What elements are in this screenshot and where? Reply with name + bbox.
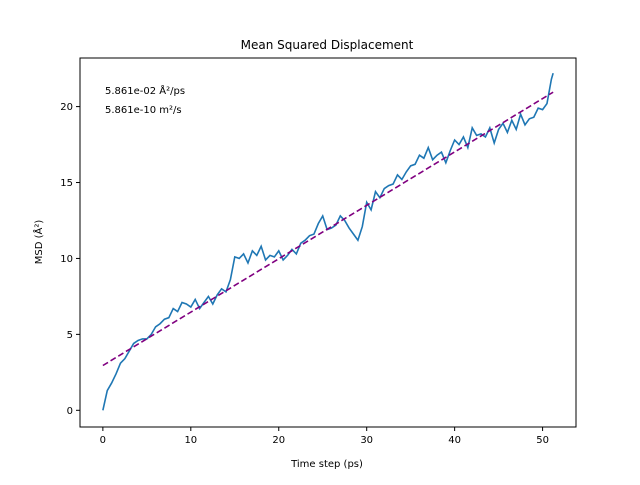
x-tick-label: 0 [100, 435, 106, 446]
y-axis-label: MSD (Å²) [32, 220, 45, 265]
y-tick-label: 20 [60, 102, 73, 113]
linear-fit-line [102, 91, 554, 367]
diffusion-annotation-si: 5.861e-10 m²/s [105, 105, 182, 116]
x-tick-label: 50 [536, 435, 549, 446]
chart-title: Mean Squared Displacement [241, 38, 414, 52]
axes-frame [79, 57, 577, 428]
y-tick-label: 5 [67, 330, 73, 341]
x-axis-label: Time step (ps) [290, 459, 363, 470]
y-tick-label: 0 [67, 406, 73, 417]
y-axis-ticks: 0 5 10 15 20 [60, 102, 80, 417]
x-tick-label: 40 [448, 435, 461, 446]
x-tick-label: 20 [272, 435, 285, 446]
x-tick-label: 10 [184, 435, 197, 446]
y-tick-label: 15 [60, 178, 73, 189]
diffusion-annotation-angstrom: 5.861e-02 Å²/ps [105, 84, 185, 97]
plot-area [102, 72, 554, 411]
x-axis-ticks: 0 10 20 30 40 50 [100, 427, 549, 446]
y-tick-label: 10 [60, 254, 73, 265]
x-tick-label: 30 [360, 435, 373, 446]
